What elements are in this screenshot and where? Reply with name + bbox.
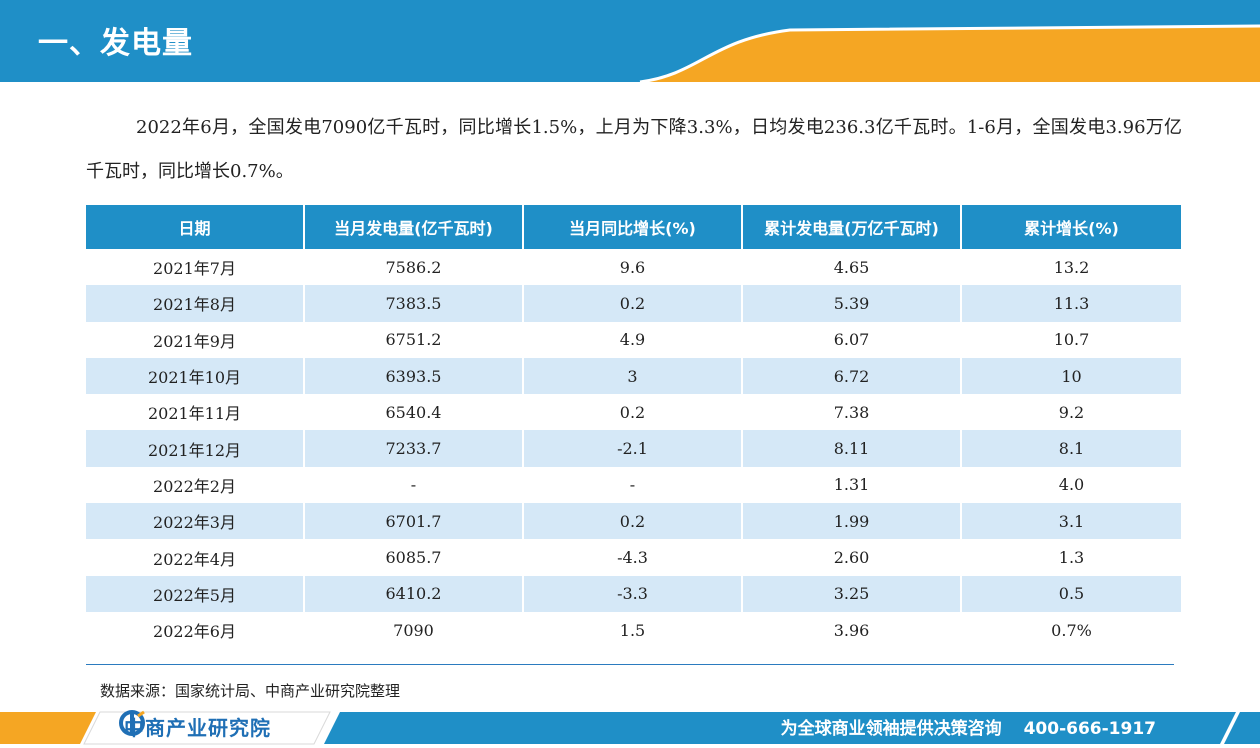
table-cell: 2021年10月 [86,357,305,395]
table-cell: -3.3 [523,575,743,612]
table-cell: 3.96 [742,611,962,649]
phone-number: 400-666-1917 [1023,719,1156,739]
header-swoosh-decoration [639,24,1260,82]
table-cell: 4.65 [742,249,962,286]
table-cell: 0.5 [961,575,1181,612]
table-cell: 2021年11月 [86,394,305,431]
table-cell: 3 [523,357,743,395]
source-note: 数据来源：国家统计局、中商产业研究院整理 [100,682,401,700]
table-cell: 6393.5 [304,357,524,395]
table-cell: 2021年7月 [86,249,305,286]
column-header: 累计发电量(万亿千瓦时) [742,205,962,249]
table-cell: 2.60 [742,539,962,576]
column-header: 当月发电量(亿千瓦时) [304,205,524,249]
table-row: 2021年12月 7233.7 -2.1 8.11 8.1 [86,430,1181,467]
table-cell: 7383.5 [304,285,524,322]
table-cell: 2022年3月 [86,503,305,540]
table-header-row: 日期 当月发电量(亿千瓦时) 当月同比增长(%) 累计发电量(万亿千瓦时) 累计… [86,205,1181,249]
table-cell: 13.2 [1053,257,1090,277]
company-logo-icon [119,710,145,736]
table-cell: 2022年2月 [86,466,305,504]
power-generation-table: 日期 当月发电量(亿千瓦时) 当月同比增长(%) 累计发电量(万亿千瓦时) 累计… [86,205,1181,649]
table-cell: - [304,466,524,504]
table-cell: 3.1 [961,503,1181,540]
table-cell: 9.2 [1058,402,1085,422]
table-cell: 9.6 [523,249,743,286]
table-row: 2021年7月 7586.2 9.6 4.65 13.2 [86,249,1181,286]
page-title: 一、发电量 [38,26,193,61]
table-row: 2022年6月 7090 1.5 3.96 0.7% [86,611,1181,649]
table-cell: 2022年4月 [86,539,305,576]
table-cell: 0.2 [523,394,743,431]
column-header: 累计增长(%) [961,205,1181,249]
table-cell: 1.99 [742,503,962,540]
table-row: 2022年2月 - -1.31 4.0 [86,466,1181,504]
table-cell: 2021年9月 [86,321,305,358]
table-row: 2022年3月 6701.7 0.2 1.99 3.1 [86,503,1181,540]
table-row: 2021年9月 6751.2 4.9 6.07 10.7 [86,321,1181,358]
table-cell: 6751.2 [304,321,524,358]
table-cell: 6.07 [742,321,962,358]
intro-paragraph: 2022年6月，全国发电7090亿千瓦时，同比增长1.5%，上月为下降3.3%，… [86,117,1182,182]
table-cell: 7090 [304,611,524,649]
page-header: 一、发电量 [0,0,1260,82]
table-cell: 8.1 [961,430,1181,467]
footer-logo: 中商产业研究院 [118,709,271,743]
table-cell: 11.3 [961,285,1181,322]
table-cell: 0.2 [523,285,743,322]
table-row: 2022年4月 6085.7 -4.3 2.60 1.3 [86,539,1181,576]
table-cell: 2022年5月 [86,575,305,612]
table-cell: 10 [961,357,1181,395]
table-cell: 6085.7 [304,539,524,576]
table-row: 2021年10月 6393.5 3 6.72 10 [86,357,1181,395]
table-cell: 6.72 [742,357,962,395]
table-cell: 1.3 [1058,548,1085,568]
table-cell: 8.11 [742,430,962,467]
table-cell: 6540.4 [304,394,524,431]
slogan-text: 为全球商业领袖提供决策咨询 [780,719,1002,739]
table-cell: 6410.2 [304,575,524,612]
table-cell: 3.25 [742,575,962,612]
table-cell: 2021年8月 [86,285,305,322]
table-row: 2021年8月 7383.5 0.2 5.39 11.3 [86,285,1181,322]
table-cell: -2.1 [523,430,743,467]
footer-slogan: 为全球商业领袖提供决策咨询 400-666-1917 [781,714,1156,739]
table-cell: 7233.7 [304,430,524,467]
table-cell: 2021年12月 [86,430,305,467]
divider [86,664,1174,665]
table-cell: 1.31 [742,466,962,504]
footer-band-decoration [0,711,1260,745]
page-footer: 中商产业研究院 为全球商业领袖提供决策咨询 400-666-1917 [0,708,1260,748]
table-cell: 1.5 [523,611,743,649]
table-cell: 5.39 [742,285,962,322]
table-cell: 7.38 [742,394,962,431]
table-cell: 7586.2 [304,249,524,286]
table-cell: 4.0 [1058,475,1085,495]
table-cell: 10.7 [1053,330,1090,350]
table-cell: 0.2 [523,503,743,540]
column-header: 当月同比增长(%) [523,205,743,249]
table-cell: 6701.7 [304,503,524,540]
column-header: 日期 [86,205,305,249]
table-cell: - [523,466,743,504]
table-row: 2022年5月 6410.2 -3.3 3.25 0.5 [86,575,1181,612]
table-cell: -4.3 [523,539,743,576]
table-cell: 0.7% [1051,620,1092,640]
table-cell: 4.9 [523,321,743,358]
table-row: 2021年11月 6540.4 0.2 7.38 9.2 [86,394,1181,431]
table-cell: 2022年6月 [86,611,305,649]
logo-text: 中商产业研究院 [124,715,271,740]
